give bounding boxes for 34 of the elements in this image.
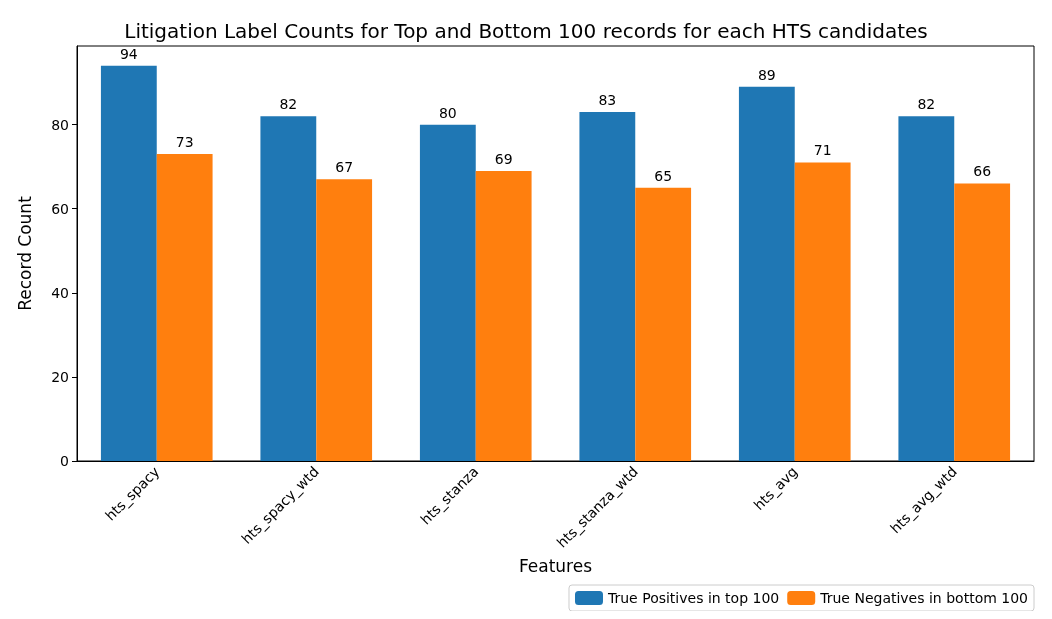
y-tick-label: 0 bbox=[60, 453, 69, 469]
bar bbox=[100, 65, 157, 461]
y-tick-label: 80 bbox=[51, 116, 69, 133]
chart-title: Litigation Label Counts for Top and Bottom 100 records for each HTS candidates bbox=[124, 19, 928, 43]
y-tick-label: 60 bbox=[51, 200, 69, 217]
legend-label: True Positives in top 100 bbox=[607, 590, 780, 606]
data-label: 94 bbox=[119, 45, 138, 62]
bar bbox=[579, 112, 636, 461]
data-label: 89 bbox=[757, 66, 776, 83]
bar bbox=[316, 179, 373, 461]
bar bbox=[475, 170, 532, 461]
bar bbox=[635, 187, 692, 461]
data-label: 67 bbox=[335, 159, 354, 176]
bar bbox=[738, 86, 795, 461]
x-axis-title: Features bbox=[518, 555, 593, 576]
y-tick-label: 40 bbox=[51, 284, 69, 301]
y-axis-title: Record Count bbox=[14, 195, 35, 311]
bar bbox=[954, 183, 1011, 461]
bar bbox=[260, 116, 317, 461]
y-tick-label: 20 bbox=[51, 368, 69, 385]
data-label: 82 bbox=[279, 96, 298, 113]
data-label: 65 bbox=[654, 167, 673, 184]
bar bbox=[419, 124, 476, 461]
legend-label: True Negatives in bottom 100 bbox=[819, 590, 1028, 606]
data-label: 83 bbox=[598, 92, 617, 109]
bar bbox=[794, 162, 851, 461]
bar bbox=[898, 116, 955, 461]
data-label: 69 bbox=[494, 150, 513, 167]
data-label: 80 bbox=[438, 104, 457, 121]
data-label: 71 bbox=[813, 142, 832, 159]
data-label: 66 bbox=[973, 163, 992, 180]
bar bbox=[156, 154, 213, 461]
data-label: 73 bbox=[175, 134, 194, 151]
data-label: 82 bbox=[917, 96, 936, 113]
